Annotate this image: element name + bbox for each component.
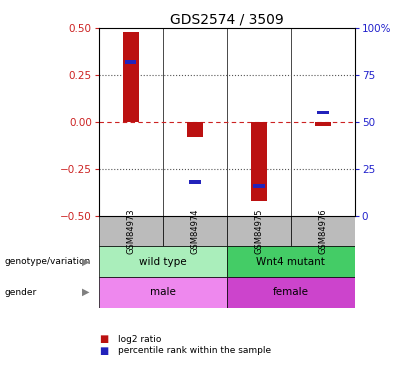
- Bar: [123, 32, 139, 122]
- Text: gender: gender: [4, 288, 37, 297]
- Bar: [163, 216, 227, 246]
- Bar: [251, 122, 267, 201]
- Bar: [317, 111, 328, 114]
- Bar: [227, 246, 355, 277]
- Text: female: female: [273, 287, 309, 297]
- Title: GDS2574 / 3509: GDS2574 / 3509: [170, 13, 284, 27]
- Text: Wnt4 mutant: Wnt4 mutant: [257, 256, 325, 267]
- Text: male: male: [150, 287, 176, 297]
- Bar: [187, 122, 203, 137]
- Text: ▶: ▶: [82, 256, 89, 267]
- Bar: [125, 60, 136, 64]
- Text: GSM84973: GSM84973: [126, 208, 135, 254]
- Text: log2 ratio: log2 ratio: [118, 335, 161, 344]
- Text: GSM84975: GSM84975: [255, 208, 263, 254]
- Text: ■: ■: [99, 334, 108, 344]
- Text: GSM84974: GSM84974: [190, 208, 199, 254]
- Bar: [99, 246, 227, 277]
- Bar: [189, 180, 200, 184]
- Bar: [227, 216, 291, 246]
- Bar: [253, 184, 265, 188]
- Text: ■: ■: [99, 346, 108, 355]
- Text: ▶: ▶: [82, 287, 89, 297]
- Bar: [99, 277, 227, 308]
- Bar: [291, 216, 355, 246]
- Text: genotype/variation: genotype/variation: [4, 257, 90, 266]
- Bar: [99, 216, 163, 246]
- Text: percentile rank within the sample: percentile rank within the sample: [118, 346, 271, 355]
- Bar: [227, 277, 355, 308]
- Bar: [315, 122, 331, 126]
- Text: GSM84976: GSM84976: [318, 208, 327, 254]
- Text: wild type: wild type: [139, 256, 186, 267]
